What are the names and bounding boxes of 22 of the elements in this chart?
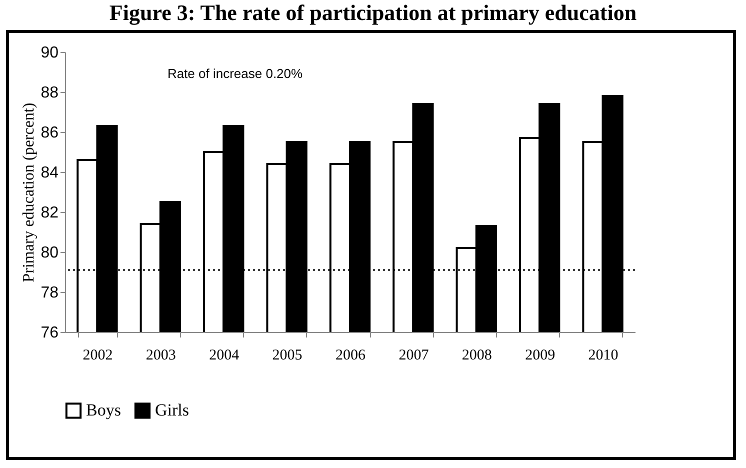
y-tick-label: 84 <box>40 164 59 182</box>
legend-label: Girls <box>155 400 189 420</box>
y-tick-label: 80 <box>40 244 59 262</box>
x-tick-label: 2003 <box>146 348 176 364</box>
x-tick-label: 2010 <box>588 348 618 364</box>
y-tick-label: 82 <box>40 204 59 222</box>
x-tick-label: 2008 <box>462 348 492 364</box>
x-tick-label: 2009 <box>525 348 556 364</box>
y-tick-label: 90 <box>40 44 59 62</box>
x-tick-label: 2004 <box>209 348 240 364</box>
x-tick-label: 2002 <box>82 348 113 364</box>
legend-label: Boys <box>86 400 121 420</box>
x-tick-label: 2005 <box>272 348 302 364</box>
y-tick-label: 88 <box>40 84 59 102</box>
annotation: Rate of increase 0.20% <box>167 66 304 81</box>
y-tick-label: 76 <box>40 324 59 342</box>
chart-title: Figure 3: The rate of participation at primary education <box>108 0 638 26</box>
y-axis-title: Primary education (percent) <box>20 102 38 282</box>
y-tick-label: 78 <box>40 284 59 302</box>
x-tick-label: 2007 <box>398 348 430 364</box>
y-tick-label: 86 <box>40 124 59 142</box>
x-tick-label: 2006 <box>336 348 366 364</box>
